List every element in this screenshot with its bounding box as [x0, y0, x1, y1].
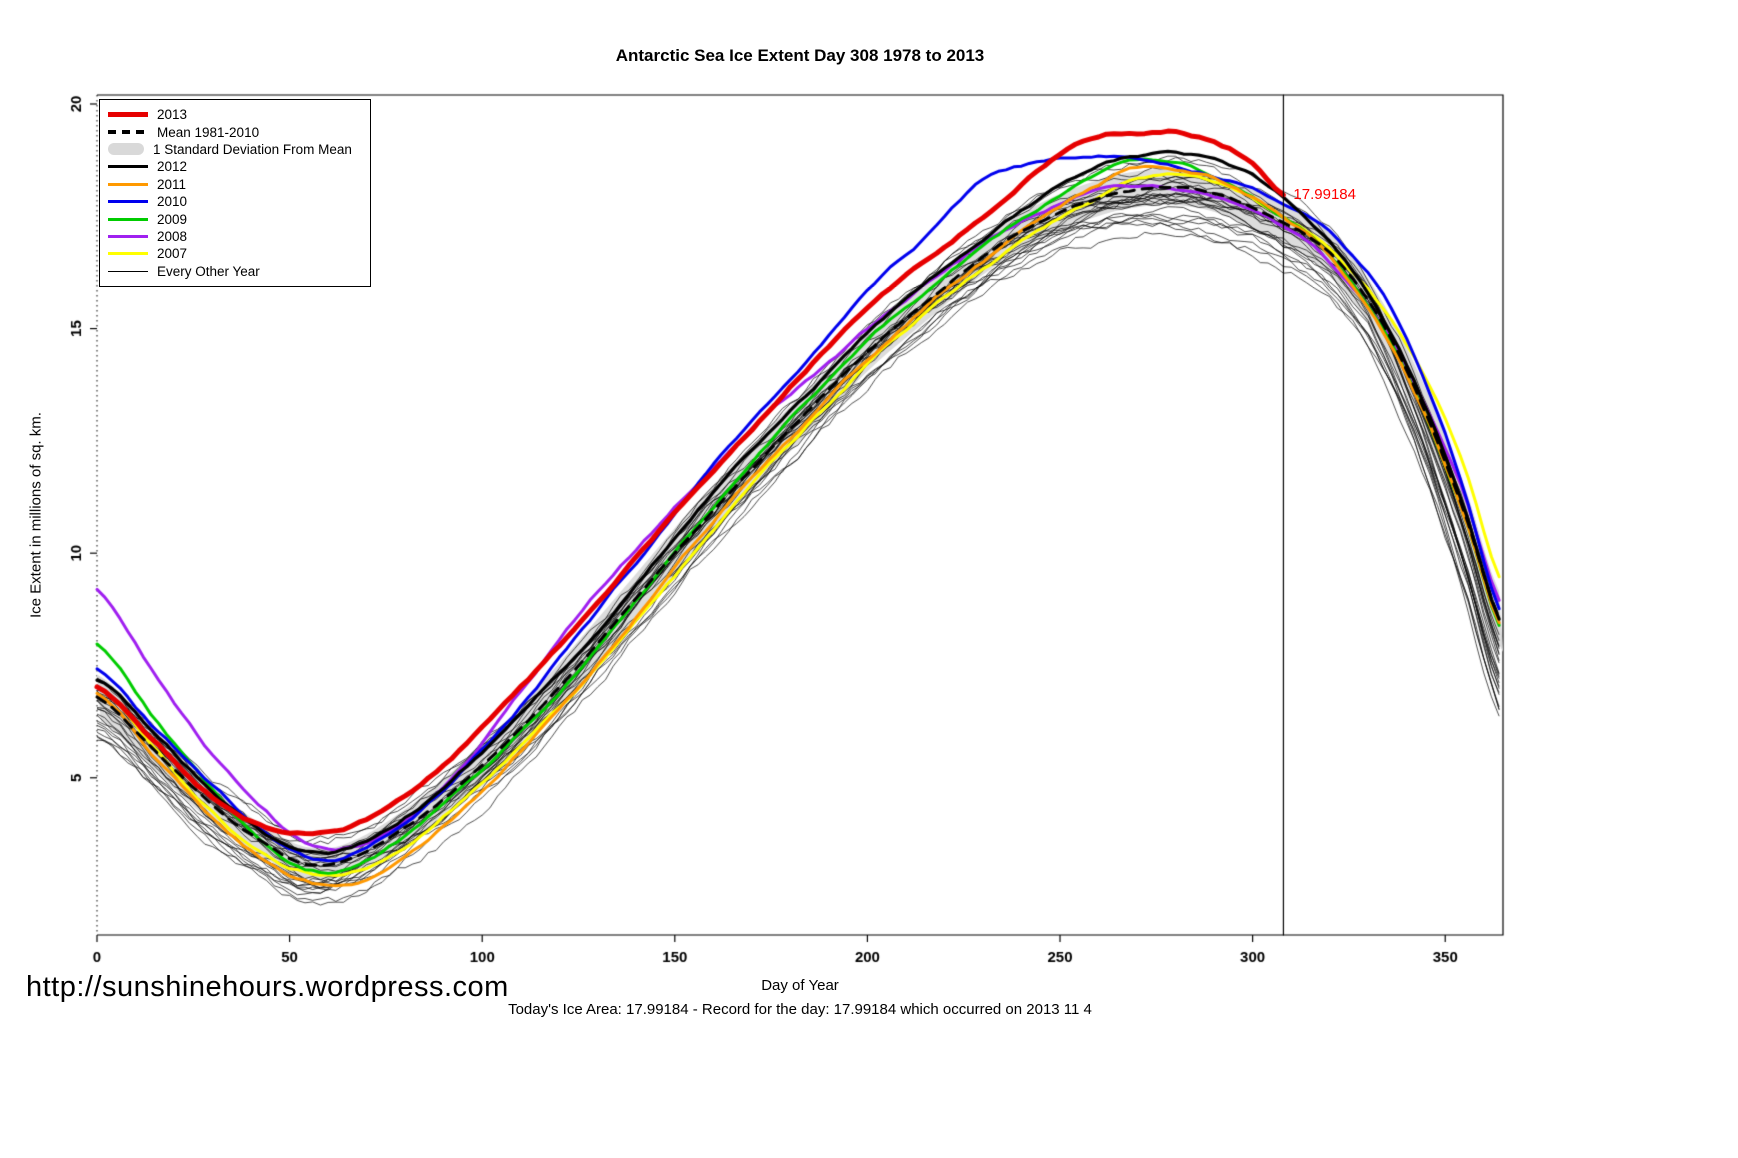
legend-swatch-line — [108, 217, 148, 221]
x-axis-label: Day of Year — [761, 977, 839, 994]
legend-swatch-line — [108, 234, 148, 238]
legend-item: 2009 — [108, 210, 362, 227]
legend-label: 2007 — [157, 246, 188, 262]
legend-item: 1 Standard Deviation From Mean — [108, 141, 362, 158]
y-axis-label: Ice Extent in millions of sq. km. — [27, 412, 45, 618]
legend-label: 2010 — [157, 194, 188, 210]
legend: 2013 Mean 1981-2010 1 Standard Deviation F… — [99, 99, 371, 287]
footer-note: Today's Ice Area: 17.99184 - Record for … — [508, 1001, 1092, 1018]
legend-label: Every Other Year — [157, 263, 260, 279]
legend-item: 2012 — [108, 158, 362, 175]
legend-item: 2011 — [108, 176, 362, 193]
legend-label: Mean 1981-2010 — [157, 124, 260, 140]
legend-label: 2012 — [157, 159, 188, 175]
legend-label: 2009 — [157, 211, 188, 227]
legend-swatch-line — [108, 182, 148, 186]
chart-title: Antarctic Sea Ice Extent Day 308 1978 to… — [615, 46, 985, 65]
legend-label: 2013 — [157, 107, 188, 123]
current-value-annotation: 17.99184 — [1293, 186, 1356, 204]
legend-item: 2008 — [108, 228, 362, 245]
legend-label: 1 Standard Deviation From Mean — [153, 141, 352, 157]
legend-label: 2011 — [157, 176, 187, 192]
legend-item: 2010 — [108, 193, 362, 210]
legend-swatch-dash — [108, 130, 148, 135]
legend-swatch-thick — [108, 112, 148, 118]
source-url: http://sunshinehours.wordpress.com — [26, 971, 509, 1003]
legend-item: Mean 1981-2010 — [108, 123, 362, 140]
legend-swatch-line — [108, 165, 148, 169]
legend-swatch-line — [108, 252, 148, 256]
legend-swatch-band — [108, 143, 144, 156]
legend-swatch-line — [108, 200, 148, 204]
legend-item: Every Other Year — [108, 263, 362, 280]
legend-label: 2008 — [157, 228, 188, 244]
legend-item: 2013 — [108, 106, 362, 123]
legend-item: 2007 — [108, 245, 362, 262]
legend-swatch-thin — [108, 270, 148, 272]
